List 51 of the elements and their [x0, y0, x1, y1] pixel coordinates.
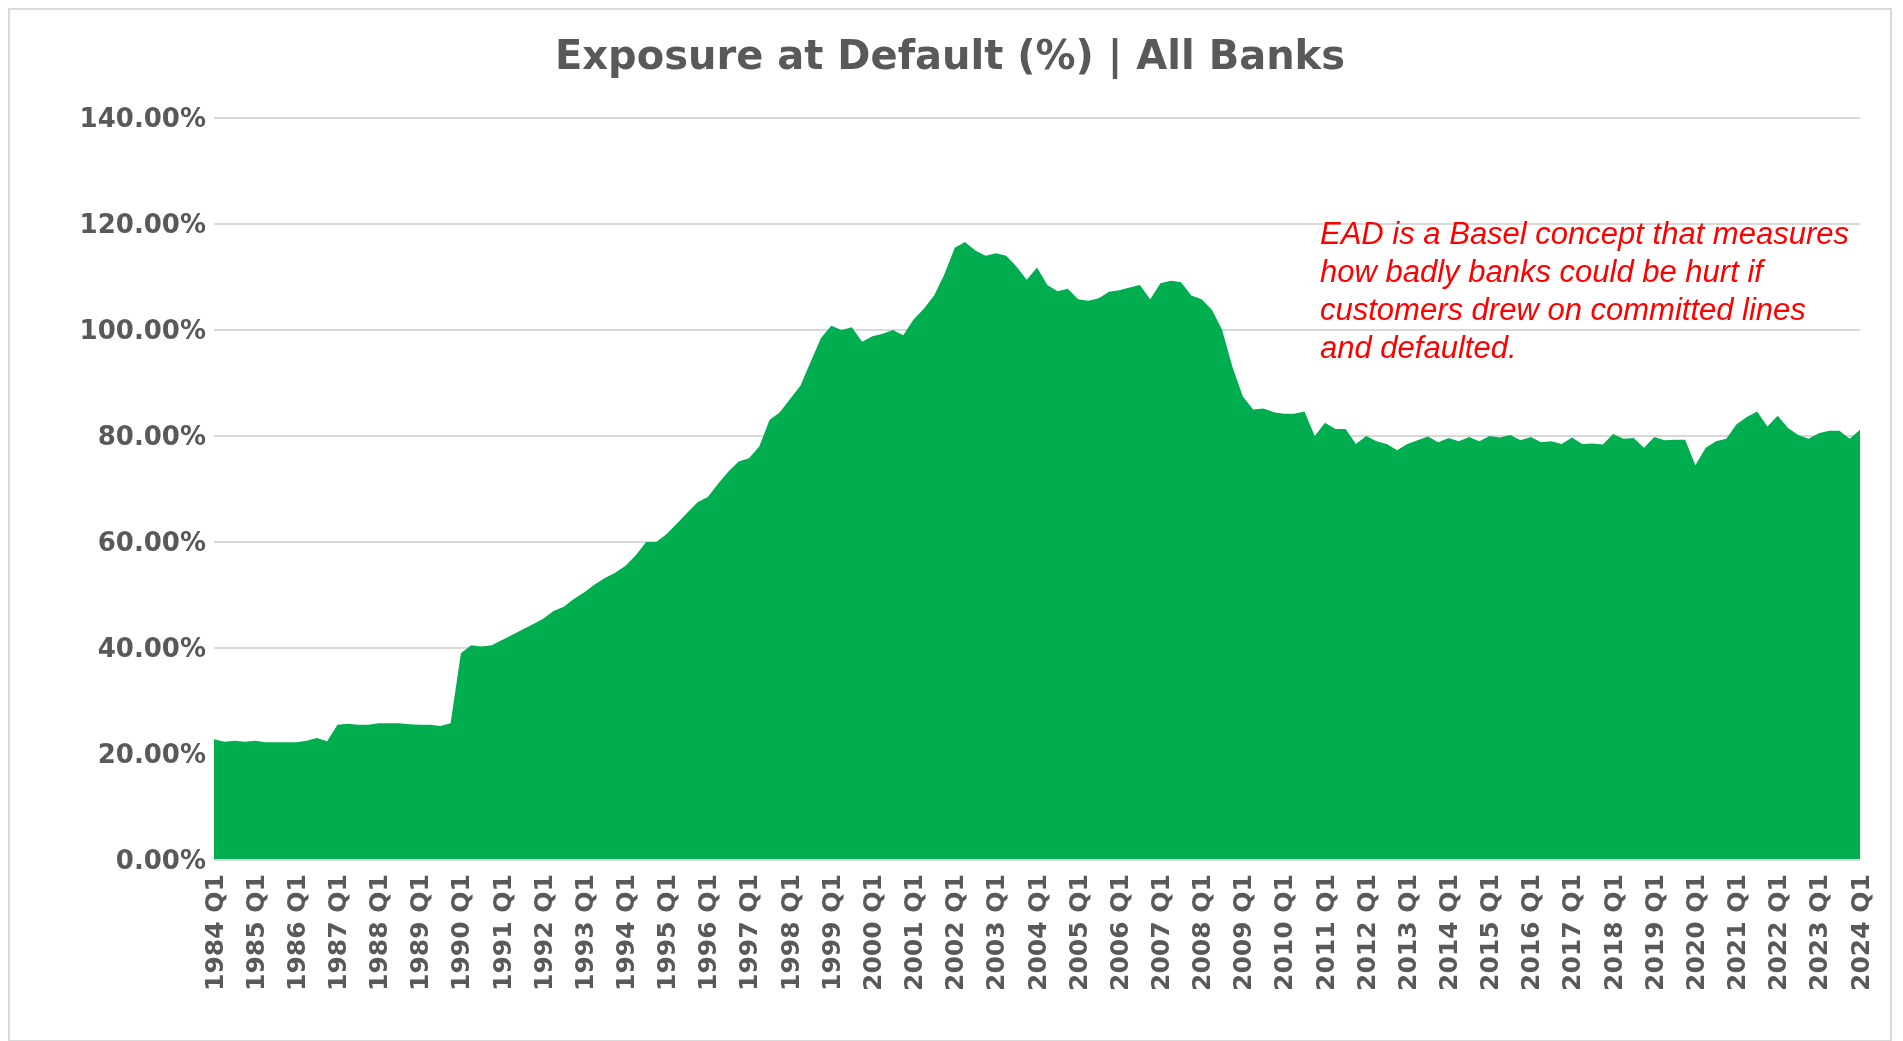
y-tick-label: 40.00% — [97, 633, 206, 664]
x-tick-label: 2022 Q1 — [1763, 874, 1793, 991]
annotation: EAD is a Basel concept that measures how badly banks could be hurt if customers drew on committed lines and defaulted. — [1320, 215, 1850, 367]
x-tick-label: 2010 Q1 — [1269, 874, 1299, 991]
x-tick-label: 2012 Q1 — [1351, 874, 1381, 991]
x-tick-label: 2002 Q1 — [940, 874, 970, 991]
x-tick-label: 2004 Q1 — [1022, 874, 1052, 991]
x-tick-label: 1995 Q1 — [652, 874, 682, 991]
y-tick-label: 0.00% — [115, 845, 206, 876]
x-tick-label: 2008 Q1 — [1187, 874, 1217, 991]
x-tick-label: 2019 Q1 — [1639, 874, 1669, 991]
x-tick-label: 2020 Q1 — [1680, 874, 1710, 991]
y-tick-label: 80.00% — [97, 421, 206, 452]
chart-title: Exposure at Default (%) | All Banks — [553, 32, 1347, 78]
x-tick-label: 1986 Q1 — [281, 874, 311, 991]
x-tick-label: 1990 Q1 — [446, 874, 476, 991]
x-tick-label: 2024 Q1 — [1845, 874, 1875, 991]
x-tick-label: 2017 Q1 — [1557, 874, 1587, 991]
x-tick-label: 1984 Q1 — [199, 874, 229, 991]
x-tick-label: 2023 Q1 — [1804, 874, 1834, 991]
y-tick-label: 120.00% — [79, 209, 206, 240]
x-tick-label: 2011 Q1 — [1310, 874, 1340, 991]
y-tick-label: 60.00% — [97, 527, 206, 558]
x-tick-label: 2005 Q1 — [1063, 874, 1093, 991]
x-tick-label: 1991 Q1 — [487, 874, 517, 991]
x-tick-label: 1987 Q1 — [322, 874, 352, 991]
y-tick-label: 140.00% — [79, 103, 206, 134]
x-tick-label: 2009 Q1 — [1228, 874, 1258, 991]
x-tick-label: 1998 Q1 — [775, 874, 805, 991]
x-tick-label: 2006 Q1 — [1104, 874, 1134, 991]
x-tick-label: 1989 Q1 — [405, 874, 435, 991]
x-tick-label: 2016 Q1 — [1516, 874, 1546, 991]
x-tick-label: 2001 Q1 — [899, 874, 929, 991]
x-tick-label: 2014 Q1 — [1434, 874, 1463, 991]
y-tick-label: 100.00% — [79, 315, 206, 346]
x-tick-label: 2018 Q1 — [1598, 874, 1628, 991]
x-tick-label: 2003 Q1 — [981, 874, 1011, 991]
x-tick-label: 2021 Q1 — [1722, 874, 1752, 991]
x-tick-label: 1996 Q1 — [693, 874, 723, 991]
x-tick-label: 1993 Q1 — [569, 874, 599, 991]
y-tick-label: 20.00% — [97, 739, 206, 770]
x-tick-label: 2000 Q1 — [857, 874, 887, 991]
x-tick-label: 1994 Q1 — [611, 874, 640, 991]
x-tick-label: 2013 Q1 — [1392, 874, 1422, 991]
x-tick-label: 2015 Q1 — [1475, 874, 1505, 991]
x-tick-label: 1988 Q1 — [364, 874, 394, 991]
x-tick-label: 1997 Q1 — [734, 874, 764, 991]
x-tick-label: 1999 Q1 — [816, 874, 846, 991]
x-tick-label: 1992 Q1 — [528, 874, 558, 991]
x-tick-label: 2007 Q1 — [1145, 874, 1175, 991]
x-tick-label: 1985 Q1 — [240, 874, 270, 991]
